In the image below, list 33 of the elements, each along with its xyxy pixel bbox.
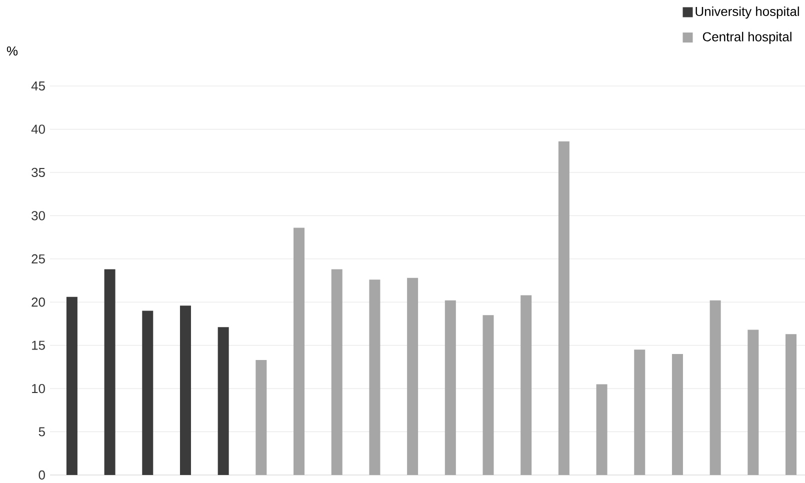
bar bbox=[369, 280, 380, 475]
legend-label: University hospital bbox=[696, 6, 799, 19]
bar bbox=[294, 228, 305, 475]
bar bbox=[180, 306, 191, 475]
bar bbox=[558, 141, 570, 475]
y-tick-label: 35 bbox=[32, 168, 45, 178]
bar bbox=[66, 296, 78, 475]
bar bbox=[142, 310, 154, 475]
y-tick-label: 45 bbox=[31, 81, 45, 91]
bar bbox=[256, 360, 267, 475]
y-tick-label: 0 bbox=[38, 470, 45, 480]
y-tick-label: 10 bbox=[32, 384, 45, 394]
bar bbox=[786, 334, 797, 475]
bar bbox=[520, 295, 532, 475]
legend-label: Central hospital bbox=[702, 32, 792, 44]
y-tick-label: 20 bbox=[32, 298, 45, 307]
y-tick-label: 30 bbox=[32, 211, 45, 220]
bar bbox=[331, 269, 342, 475]
bar bbox=[672, 354, 683, 475]
y-tick-label: 5 bbox=[38, 427, 45, 436]
bar bbox=[596, 384, 608, 475]
bar bbox=[444, 300, 456, 475]
y-axis-title: % bbox=[6, 46, 18, 56]
y-tick-label: 40 bbox=[31, 124, 45, 134]
bar bbox=[748, 330, 759, 475]
bar bbox=[634, 350, 646, 475]
y-tick-label: 15 bbox=[32, 340, 45, 350]
bar bbox=[710, 300, 721, 475]
bar bbox=[482, 315, 494, 475]
y-tick-label: 25 bbox=[32, 254, 45, 264]
bar bbox=[104, 269, 116, 475]
bar bbox=[218, 327, 229, 475]
bar bbox=[407, 278, 418, 475]
